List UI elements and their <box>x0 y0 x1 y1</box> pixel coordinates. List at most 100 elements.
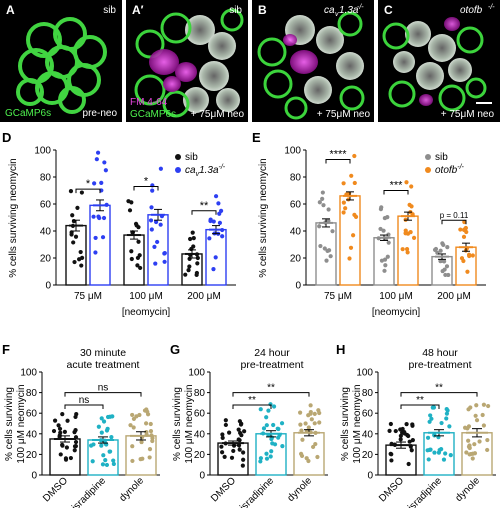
y-axis-label: % cells surviving100 μM neomycin <box>340 384 363 463</box>
data-point <box>236 443 242 448</box>
data-point <box>237 438 242 443</box>
y-tick-label: 0 <box>367 471 373 482</box>
y-tick-label: 80 <box>362 388 374 399</box>
data-point <box>152 244 157 249</box>
data-point <box>149 227 154 232</box>
y-tick-label: 40 <box>362 429 374 440</box>
significance-bracket <box>133 185 159 191</box>
data-point <box>223 418 228 423</box>
data-point <box>129 249 134 254</box>
chart-f: F 0 20 40 60 80 100 % cells surviving100 μM neo… <box>2 342 160 508</box>
legend-label-main: ca <box>185 165 196 176</box>
y-tick-label: 40 <box>290 227 302 238</box>
y-axis-label-line: 100 μM neomycin <box>16 384 27 463</box>
y-axis-label-line: 100 μM neomycin <box>184 384 195 463</box>
chart-g: G 0 20 40 60 80 100 % cells surviving100 μM neo… <box>170 342 328 508</box>
data-point <box>133 221 139 226</box>
data-point <box>130 444 135 449</box>
significance-label: ** <box>435 383 443 394</box>
data-point <box>148 421 153 427</box>
data-point <box>347 256 352 261</box>
data-point <box>438 248 443 253</box>
data-point <box>73 234 79 239</box>
data-point <box>239 433 244 438</box>
data-point <box>383 263 388 268</box>
significance-label: p = 0.11 <box>440 211 469 220</box>
data-point <box>258 407 263 412</box>
data-point <box>78 249 83 255</box>
x-tick-label: DMSO <box>377 475 406 504</box>
y-tick-label: 100 <box>20 368 37 379</box>
data-point <box>191 236 196 241</box>
bar <box>65 224 87 286</box>
significance-label: ** <box>267 383 275 394</box>
data-point <box>103 441 108 446</box>
bar <box>339 195 361 286</box>
significance-bracket <box>441 219 467 225</box>
panel-letter: A′ <box>132 3 144 17</box>
data-point <box>211 266 216 272</box>
data-point <box>486 403 491 409</box>
data-point <box>58 452 63 457</box>
chart-title-line: acute treatment <box>67 359 140 371</box>
data-point <box>148 428 154 434</box>
x-tick-label: DMSO <box>209 475 238 504</box>
data-point <box>99 443 104 448</box>
data-point <box>238 422 244 427</box>
data-point <box>236 427 241 432</box>
data-point <box>402 430 407 435</box>
y-axis-label: % cells surviving neomycin <box>8 158 19 278</box>
data-point <box>298 422 303 427</box>
data-point <box>195 261 200 266</box>
data-point <box>443 272 448 278</box>
data-point <box>330 229 335 234</box>
y-tick-label: 100 <box>284 146 301 157</box>
y-tick-label: 60 <box>194 409 206 420</box>
data-point <box>188 236 193 242</box>
data-point <box>477 439 482 444</box>
data-point <box>351 233 356 238</box>
data-point <box>207 236 212 241</box>
data-point <box>444 411 450 416</box>
data-point <box>261 426 267 431</box>
data-point <box>137 412 142 418</box>
legend-label: sib <box>435 152 448 163</box>
data-point <box>311 444 316 450</box>
data-point <box>264 451 269 456</box>
legend-label: cav1.3a-/- <box>185 164 226 178</box>
x-tick-label: isradipine <box>70 475 108 508</box>
data-point <box>300 437 305 442</box>
data-point <box>71 240 76 245</box>
data-point <box>217 211 222 216</box>
data-point <box>341 210 346 215</box>
data-point <box>480 412 485 418</box>
y-tick-label: 100 <box>34 146 51 157</box>
y-tick-label: 40 <box>26 429 38 440</box>
data-point <box>386 232 391 237</box>
data-point <box>242 429 247 434</box>
data-point <box>79 190 84 195</box>
data-point <box>101 215 107 221</box>
data-point <box>474 403 479 408</box>
y-tick-label: 100 <box>356 368 373 379</box>
legend-label: sib <box>185 152 198 163</box>
data-point <box>410 438 415 443</box>
data-point <box>406 461 411 467</box>
data-point <box>306 425 311 430</box>
data-point <box>102 160 107 165</box>
chart-title-line: pre-treatment <box>240 359 303 371</box>
data-point <box>440 268 445 274</box>
data-point <box>439 420 444 426</box>
data-point <box>220 432 225 437</box>
panel-letter: A <box>6 3 15 17</box>
data-point <box>241 457 246 462</box>
significance-label: **** <box>329 148 347 160</box>
data-point <box>130 458 135 464</box>
y-tick-label: 60 <box>362 409 374 420</box>
chart-title: 48 hour pre-treatment <box>408 347 471 371</box>
y-tick-label: 20 <box>362 450 374 461</box>
panel-letter: E <box>252 130 261 145</box>
significance-bracket <box>64 404 104 409</box>
condition-label: + 75μM neo <box>317 109 371 120</box>
